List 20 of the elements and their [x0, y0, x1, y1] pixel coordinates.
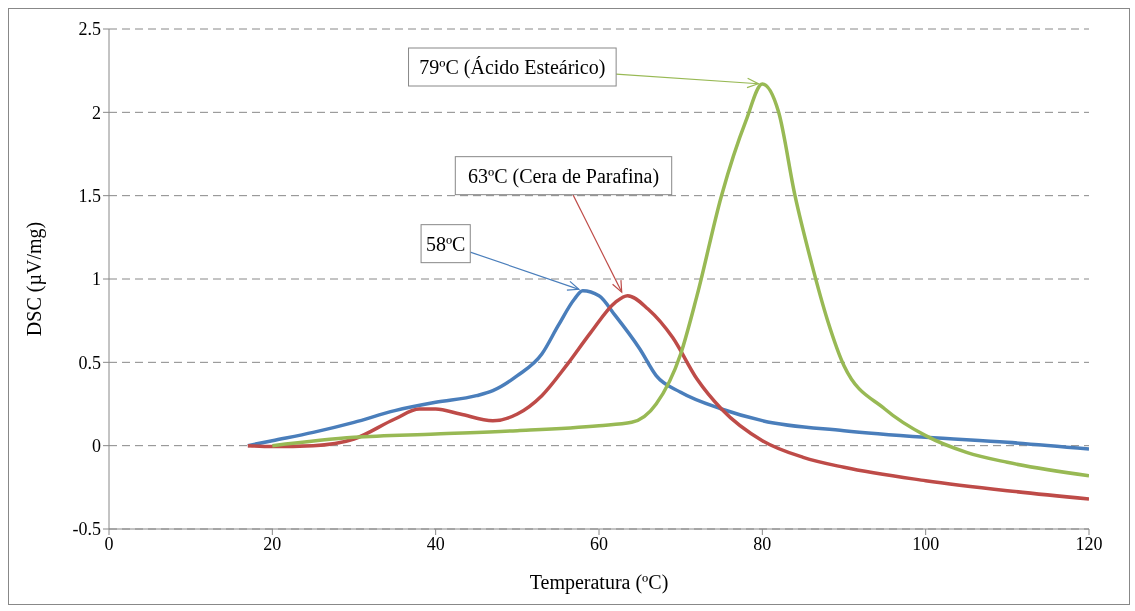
- x-tick-label: 80: [753, 533, 772, 554]
- annotation: 79ºC (Ácido Esteárico): [419, 56, 606, 79]
- x-tick-label: 60: [590, 533, 608, 554]
- y-axis-title: DSC (µV/mg): [23, 221, 47, 337]
- y-tick-label: 0: [92, 436, 101, 457]
- y-tick-label: 2: [92, 102, 101, 123]
- x-axis-title: Temperatura (ºC): [529, 571, 669, 594]
- y-tick-label: 2.5: [78, 19, 101, 40]
- line-series: [270, 82, 1089, 478]
- x-tick-label: 100: [912, 533, 940, 554]
- y-tick-label: 1: [92, 269, 101, 290]
- x-tick-label: 40: [426, 533, 445, 554]
- x-tick-label: 20: [263, 533, 282, 554]
- y-tick-label: 0.5: [78, 352, 101, 373]
- x-tick-label: 120: [1075, 533, 1103, 554]
- y-tick-label: -0.5: [72, 519, 101, 540]
- annotation: 63ºC (Cera de Parafina): [467, 164, 660, 188]
- y-tick-label: 1.5: [78, 186, 101, 207]
- line-series: [246, 293, 1089, 501]
- annotation: 58ºC: [425, 232, 466, 255]
